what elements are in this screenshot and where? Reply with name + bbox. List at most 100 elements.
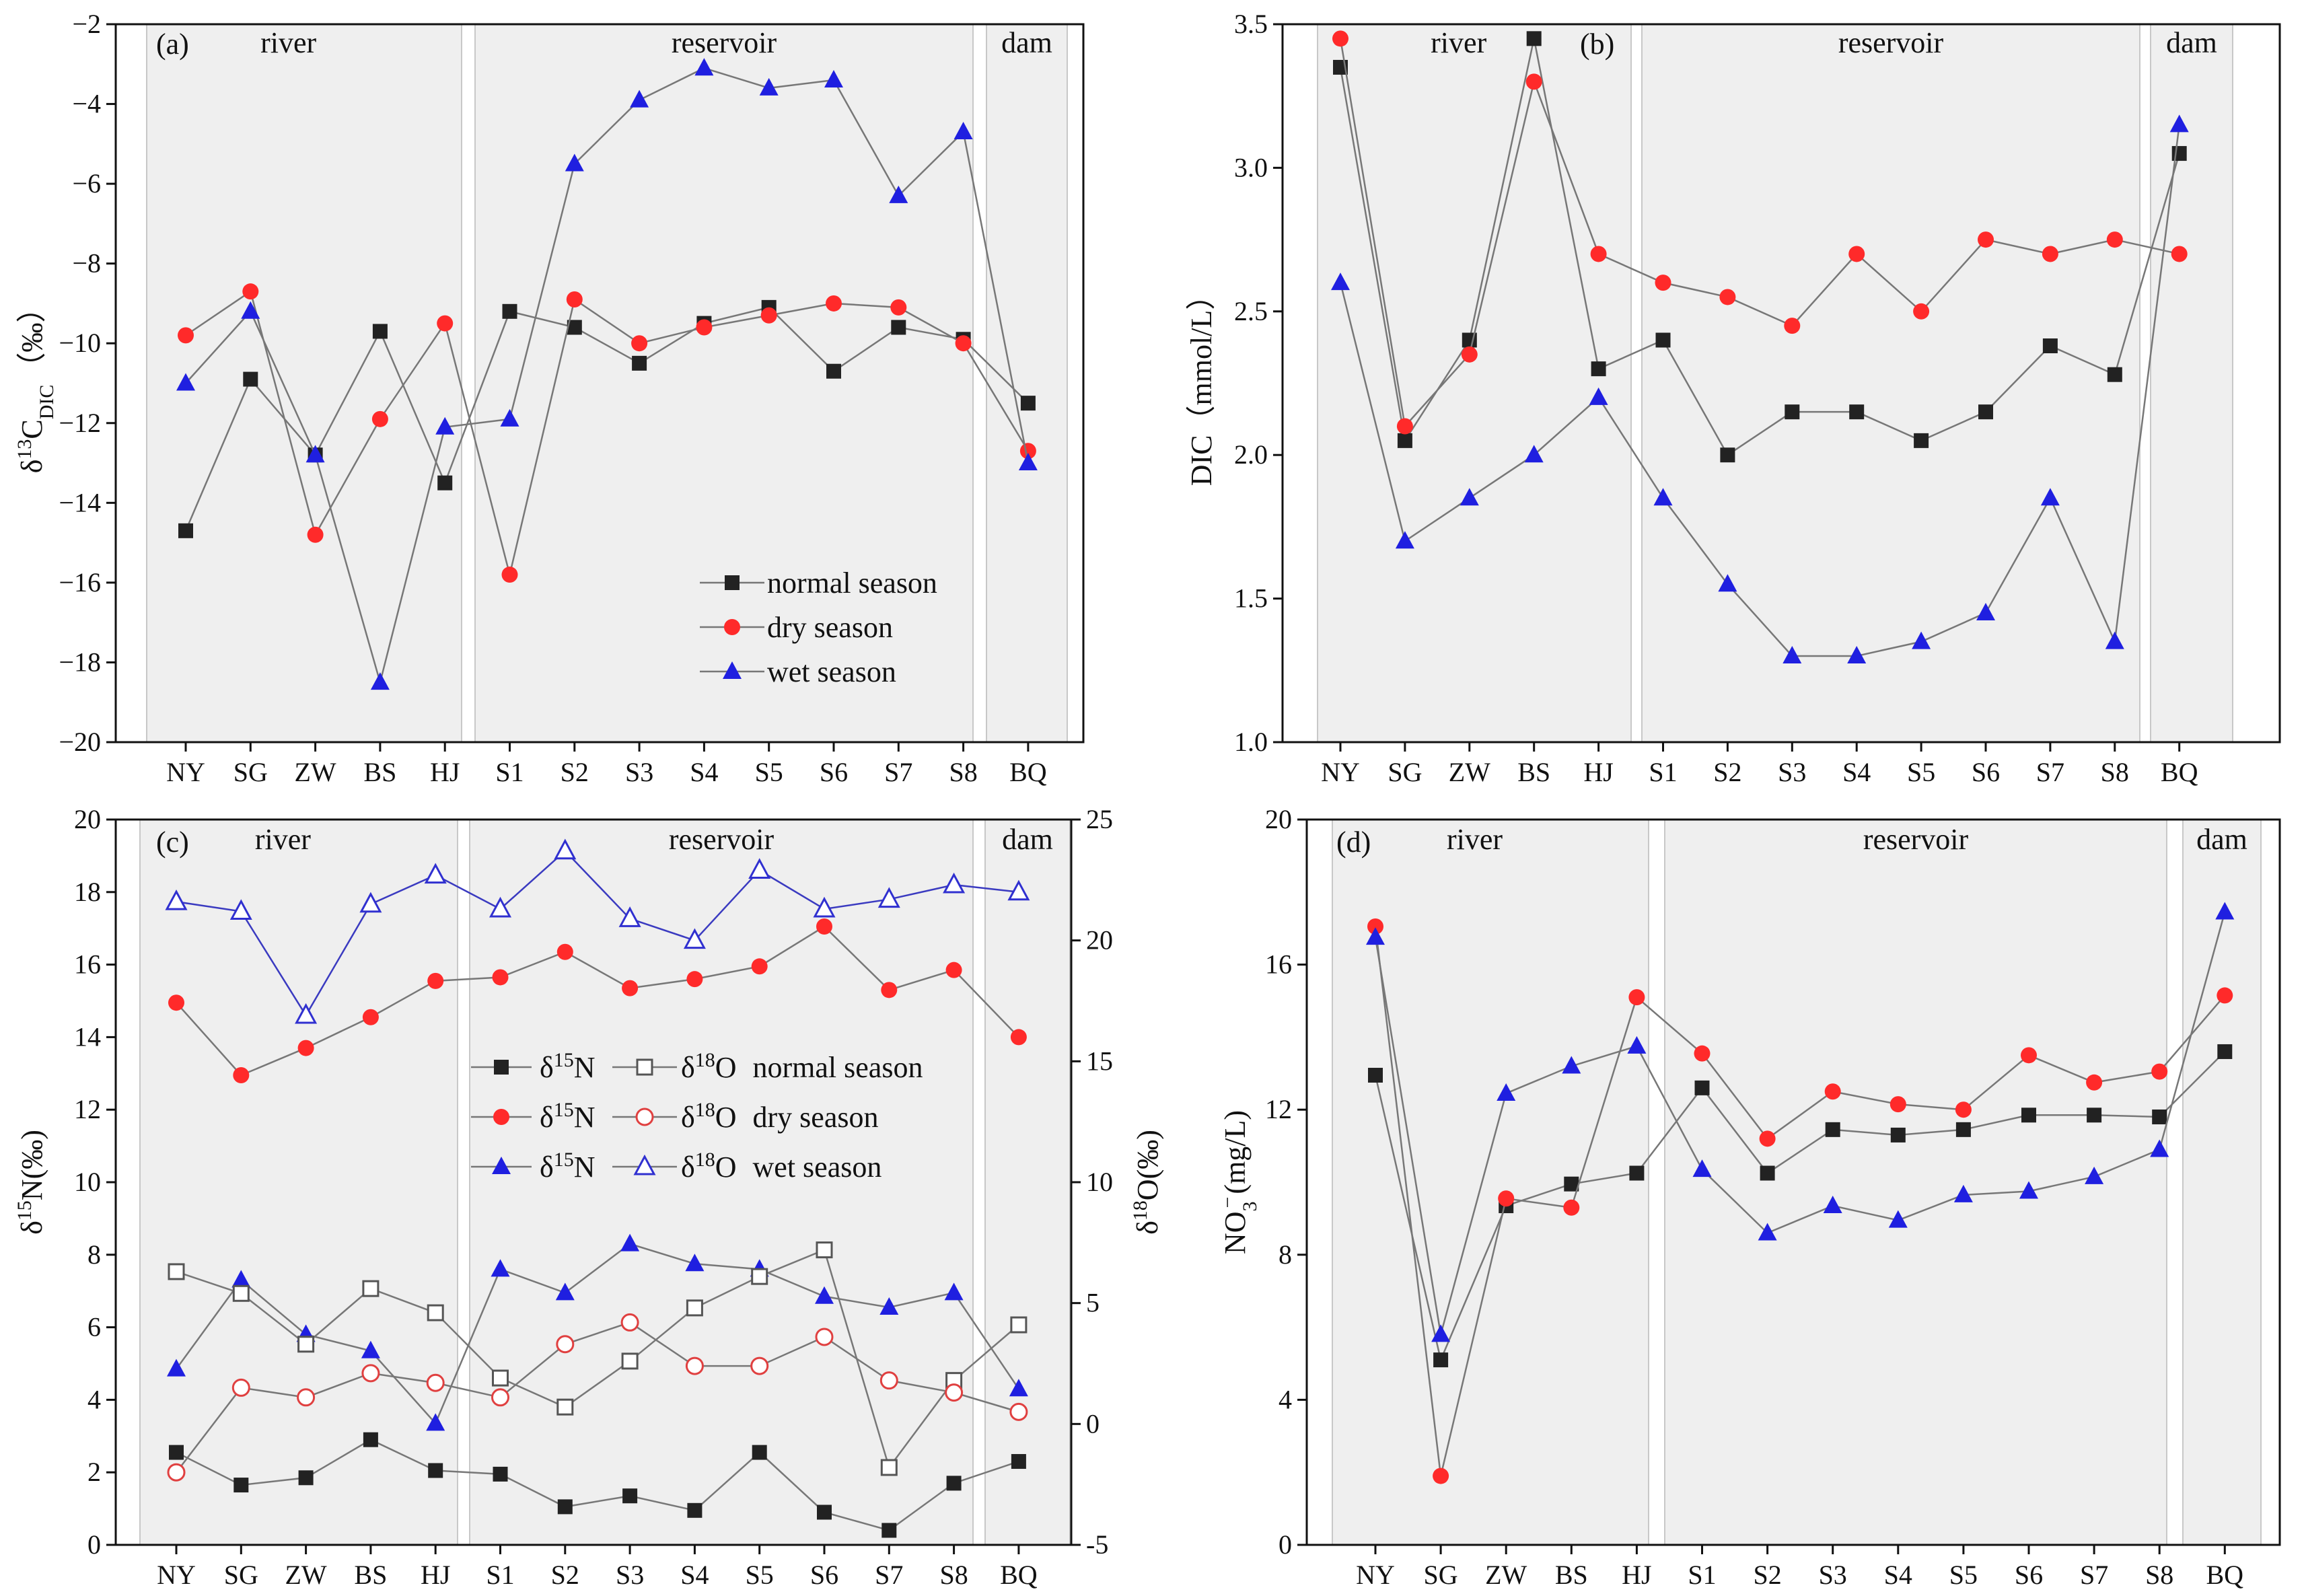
data-point xyxy=(1524,445,1544,463)
x-tick-label: S2 xyxy=(1713,757,1741,787)
y-tick-label: 2.5 xyxy=(1234,296,1268,326)
data-point xyxy=(945,962,962,978)
x-tick-label: S6 xyxy=(810,1560,838,1590)
data-point xyxy=(241,301,260,319)
series-line-1 xyxy=(1339,38,2180,429)
y-tick-label: 3.5 xyxy=(1234,9,1268,39)
data-point xyxy=(565,153,584,172)
region-band-river xyxy=(1332,819,1649,1546)
data-point xyxy=(426,1413,445,1431)
y-tick-label: −8 xyxy=(72,248,101,279)
data-point xyxy=(1007,879,1030,901)
region-band-dam xyxy=(2150,24,2233,743)
data-point xyxy=(1395,531,1414,549)
data-point xyxy=(361,1364,380,1383)
data-point xyxy=(2042,338,2058,354)
data-point xyxy=(1823,1196,1842,1214)
data-point xyxy=(750,1356,769,1375)
series-line-0 xyxy=(184,306,1029,532)
data-point xyxy=(427,972,444,989)
data-point xyxy=(1396,418,1413,435)
y-tick-label: 16 xyxy=(1265,949,1292,980)
data-point xyxy=(500,408,519,427)
region-band-river xyxy=(139,819,458,1546)
data-point xyxy=(2105,631,2124,649)
data-point xyxy=(168,1263,185,1280)
data-point xyxy=(632,355,647,371)
series-line-0 xyxy=(1339,38,2180,456)
x-tick-label: NY xyxy=(157,1560,196,1590)
data-point xyxy=(1562,1056,1581,1074)
data-point xyxy=(824,69,843,87)
y-tick-label: 1.0 xyxy=(1234,727,1268,757)
chart-panel-b: river reservoir dam (b) 1.0 1.5 2.0 2.5 3.0 3.5 NY… xyxy=(1185,9,2281,787)
y2-tick-label: 5 xyxy=(1086,1288,1100,1318)
data-point xyxy=(1848,246,1865,262)
data-point xyxy=(363,1432,378,1447)
y-tick-label: 3.0 xyxy=(1234,152,1268,182)
data-point xyxy=(760,307,777,324)
x-tick-label: S2 xyxy=(561,757,589,787)
data-point xyxy=(556,1398,574,1416)
data-point xyxy=(891,320,906,335)
data-point xyxy=(307,526,324,543)
x-tick-label: BQ xyxy=(2206,1560,2244,1590)
panel-label: (a) xyxy=(156,28,189,61)
x-tick-label: S7 xyxy=(2080,1560,2108,1590)
data-point xyxy=(362,1009,379,1025)
legend-label: normal season xyxy=(767,567,937,600)
data-point xyxy=(1785,404,1800,420)
y-tick-label: 4 xyxy=(1279,1384,1292,1414)
legend-label: δ15N xyxy=(540,1149,596,1184)
data-point xyxy=(945,1383,964,1402)
series-line-4 xyxy=(176,1321,1019,1473)
plot-frame xyxy=(1281,23,2281,743)
region-label-dam: dam xyxy=(1002,823,1053,856)
data-point xyxy=(231,1378,250,1397)
data-point xyxy=(890,299,907,316)
data-point xyxy=(359,892,382,913)
data-point xyxy=(2150,1139,2169,1157)
data-point xyxy=(1888,1210,1908,1228)
x-tick-label: SG xyxy=(224,1560,258,1590)
data-point xyxy=(566,291,583,308)
y-tick-label: 12 xyxy=(1265,1094,1292,1124)
data-point xyxy=(167,1358,186,1377)
region-band-dam xyxy=(984,819,1071,1546)
x-tick-label: S8 xyxy=(2145,1560,2173,1590)
data-point xyxy=(881,982,898,999)
legend-label: δ18O normal season xyxy=(681,1049,923,1085)
legend-marker xyxy=(636,1058,653,1076)
data-point xyxy=(1824,1083,1841,1100)
data-point xyxy=(877,887,900,908)
y2-tick-label: 15 xyxy=(1086,1046,1113,1076)
data-point xyxy=(298,1470,314,1486)
data-point xyxy=(1590,246,1607,262)
x-tick-label: S1 xyxy=(486,1560,514,1590)
x-tick-label: S7 xyxy=(2036,757,2064,787)
data-point xyxy=(295,1003,318,1024)
x-tick-label: SG xyxy=(1388,757,1422,787)
x-tick-label: NY xyxy=(1321,757,1360,787)
data-point xyxy=(1009,1402,1028,1421)
data-point xyxy=(2021,1108,2036,1123)
x-tick-label: S2 xyxy=(551,1560,579,1590)
data-point xyxy=(492,969,509,986)
data-point xyxy=(1018,453,1038,471)
data-point xyxy=(1498,1190,1515,1207)
data-point xyxy=(686,971,703,988)
series-line-0 xyxy=(1374,1051,2226,1363)
data-point xyxy=(618,906,641,927)
data-point xyxy=(556,1335,575,1354)
y-tick-label: −2 xyxy=(72,9,101,39)
x-tick-label: S6 xyxy=(1972,757,2000,787)
y2-tick-label: 10 xyxy=(1086,1167,1113,1197)
region-label-river: river xyxy=(255,823,311,856)
data-point xyxy=(2152,1109,2167,1124)
data-point xyxy=(232,1284,250,1302)
data-point xyxy=(372,324,388,339)
panel-label: (c) xyxy=(156,826,189,859)
y-axis-title: NO3−(mg/L) xyxy=(1217,1110,1261,1254)
x-tick-label: S3 xyxy=(1819,1560,1847,1590)
